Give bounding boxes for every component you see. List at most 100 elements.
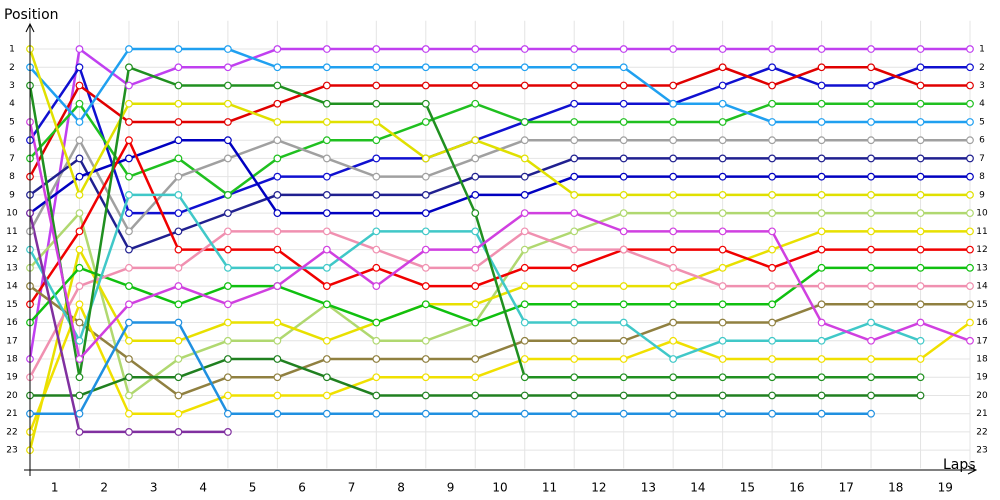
point-marker <box>322 118 331 126</box>
y-tick-label-right: 18 <box>976 355 988 365</box>
point-marker <box>75 209 84 218</box>
point-marker <box>867 209 875 218</box>
point-marker <box>916 318 925 327</box>
point-marker <box>273 245 282 254</box>
point-marker <box>520 318 529 327</box>
series-line <box>29 210 970 398</box>
series-line <box>29 266 970 324</box>
point-marker <box>75 63 84 72</box>
point-marker <box>421 63 430 72</box>
point-marker <box>223 118 232 126</box>
point-marker <box>718 209 727 218</box>
point-marker <box>966 209 974 218</box>
point-marker <box>619 300 628 309</box>
point-marker <box>867 245 875 254</box>
point-marker <box>570 355 579 363</box>
point-marker <box>322 300 331 309</box>
point-marker <box>916 190 925 199</box>
y-tick-label-right: 7 <box>979 154 985 164</box>
y-tick-label-right: 23 <box>976 446 987 456</box>
point-marker <box>75 227 84 236</box>
point-marker <box>273 336 282 345</box>
point-marker <box>867 336 875 345</box>
y-tick-label: 8 <box>9 172 15 182</box>
point-marker <box>125 118 133 126</box>
point-marker <box>174 318 183 327</box>
point-marker <box>966 190 974 199</box>
point-marker <box>916 118 925 126</box>
point-marker <box>669 391 678 400</box>
point-marker <box>768 409 777 418</box>
y-tick-label: 5 <box>9 117 15 127</box>
point-marker <box>223 81 232 90</box>
point-marker <box>174 409 183 418</box>
point-marker <box>817 172 826 181</box>
point-marker <box>471 245 480 254</box>
point-marker <box>768 355 777 363</box>
point-marker <box>372 99 381 108</box>
point-marker <box>520 154 529 163</box>
point-marker <box>174 136 183 145</box>
point-marker <box>669 81 678 90</box>
y-tick-label-right: 20 <box>976 391 988 401</box>
point-marker <box>817 63 826 72</box>
point-marker <box>372 409 381 418</box>
x-tick-label: 13 <box>641 481 656 495</box>
point-marker <box>570 118 579 126</box>
y-tick-label: 15 <box>6 300 17 310</box>
point-marker <box>718 63 727 72</box>
point-marker <box>570 99 579 108</box>
point-marker <box>174 172 183 181</box>
y-tick-label: 19 <box>6 373 18 383</box>
point-marker <box>867 99 875 108</box>
y-tick-label-right: 3 <box>979 81 985 91</box>
point-marker <box>372 373 381 382</box>
y-tick-label: 20 <box>6 391 18 401</box>
point-marker <box>75 282 84 290</box>
point-marker <box>867 136 875 145</box>
point-marker <box>223 263 232 272</box>
point-marker <box>273 99 282 108</box>
series-markers <box>26 45 974 455</box>
point-marker <box>570 154 579 163</box>
point-marker <box>471 373 480 382</box>
point-marker <box>174 391 183 400</box>
x-tick-label: 16 <box>789 481 804 495</box>
point-marker <box>273 263 282 272</box>
point-marker <box>223 190 232 199</box>
point-marker <box>916 81 925 90</box>
point-marker <box>817 300 826 309</box>
point-marker <box>322 136 331 145</box>
point-marker <box>867 373 875 382</box>
point-marker <box>718 136 727 145</box>
point-marker <box>174 154 183 163</box>
point-marker <box>817 118 826 126</box>
point-marker <box>718 336 727 345</box>
point-marker <box>718 172 727 181</box>
point-marker <box>669 209 678 218</box>
point-marker <box>570 63 579 72</box>
point-marker <box>125 282 133 290</box>
point-marker <box>520 282 529 290</box>
point-marker <box>669 336 678 345</box>
point-marker <box>421 373 430 382</box>
point-marker <box>322 154 331 163</box>
point-marker <box>223 318 232 327</box>
point-marker <box>75 409 84 418</box>
point-marker <box>273 136 282 145</box>
point-marker <box>619 318 628 327</box>
point-marker <box>867 118 875 126</box>
point-marker <box>471 391 480 400</box>
point-marker <box>718 118 727 126</box>
point-marker <box>817 154 826 163</box>
series-line <box>28 48 970 199</box>
point-marker <box>273 318 282 327</box>
point-marker <box>867 318 875 327</box>
point-marker <box>669 300 678 309</box>
point-marker <box>174 45 183 53</box>
y-tick-label: 17 <box>6 336 17 346</box>
point-marker <box>174 81 183 90</box>
x-tick-label: 18 <box>888 481 903 495</box>
point-marker <box>223 154 232 163</box>
point-marker <box>125 172 133 181</box>
